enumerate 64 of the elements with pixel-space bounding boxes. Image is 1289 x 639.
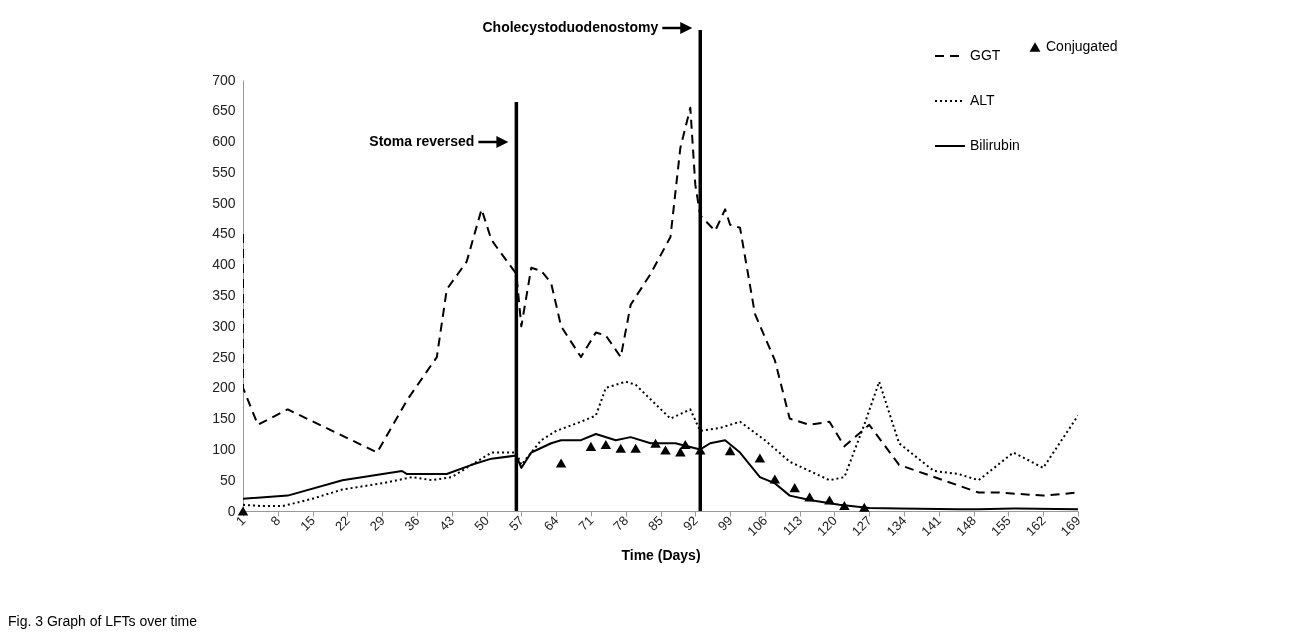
legend-label: Bilirubin: [970, 137, 1020, 153]
y-tick-label: 250: [212, 348, 236, 365]
point: [680, 439, 691, 450]
ref-line-label: Cholecystoduodenostomy: [482, 19, 659, 35]
y-tick-label: 450: [212, 225, 236, 242]
point: [650, 438, 661, 448]
x-axis-title: Time (Days): [621, 546, 701, 563]
point: [600, 439, 612, 450]
x-tick-label: 50: [471, 512, 492, 534]
y-tick-label: 300: [212, 317, 236, 334]
x-tick-label: 8: [267, 512, 284, 529]
x-tick-label: 15: [297, 512, 319, 534]
point: [237, 506, 249, 516]
y-tick-label: 50: [219, 471, 236, 488]
y-tick-label: 700: [212, 71, 236, 88]
y-tick-label: 0: [227, 502, 236, 519]
x-tick-label: 155: [987, 512, 1014, 539]
point: [585, 441, 597, 451]
y-tick-label: 350: [212, 287, 236, 303]
legend-label: ALT: [970, 92, 996, 108]
point: [555, 458, 567, 468]
y-tick-label: 600: [212, 133, 236, 150]
y-tick-label: 500: [212, 194, 236, 211]
point: [804, 492, 815, 502]
x-tick-label: 43: [436, 512, 458, 534]
y-tick-label: 650: [212, 102, 236, 119]
point: [789, 483, 800, 493]
point: [630, 443, 641, 453]
x-tick-label: 113: [779, 512, 806, 539]
point: [839, 500, 850, 510]
x-tick-label: 148: [953, 512, 980, 539]
x-tick-label: 120: [813, 512, 840, 539]
y-tick-label: 550: [212, 163, 236, 180]
ref-line-label: Stoma reversed: [369, 133, 475, 149]
point: [660, 445, 671, 455]
point: [824, 495, 835, 505]
y-tick-label: 200: [212, 379, 236, 396]
point: [754, 453, 766, 463]
x-tick-label: 57: [505, 512, 527, 534]
point: [615, 443, 626, 453]
x-tick-label: 134: [883, 512, 910, 539]
caption: Fig. 3 Graph of LFTs over time: [8, 613, 198, 629]
y-tick-label: 150: [212, 410, 236, 427]
x-tick-label: 36: [401, 512, 423, 534]
x-tick-label: 169: [1057, 512, 1084, 539]
y-tick-label: 400: [212, 256, 236, 273]
x-tick-label: 127: [848, 512, 875, 539]
x-tick-label: 29: [366, 512, 388, 534]
x-tick-label: 141: [918, 512, 945, 539]
x-tick-label: 64: [540, 512, 562, 534]
x-tick-label: 99: [714, 512, 736, 534]
x-tick-label: 92: [679, 512, 701, 534]
point: [724, 446, 736, 456]
x-tick-label: 71: [575, 512, 597, 534]
point: [769, 474, 781, 484]
x-tick-label: 85: [645, 512, 666, 534]
legend-label: GGT: [970, 47, 1001, 63]
x-tick-label: 22: [331, 512, 353, 534]
x-tick-label: 162: [1022, 512, 1049, 539]
point: [859, 502, 870, 512]
x-tick-label: 78: [610, 512, 632, 534]
legend-label: Conjugated: [1046, 38, 1118, 54]
y-tick-label: 100: [212, 440, 236, 457]
x-tick-label: 106: [744, 512, 771, 539]
